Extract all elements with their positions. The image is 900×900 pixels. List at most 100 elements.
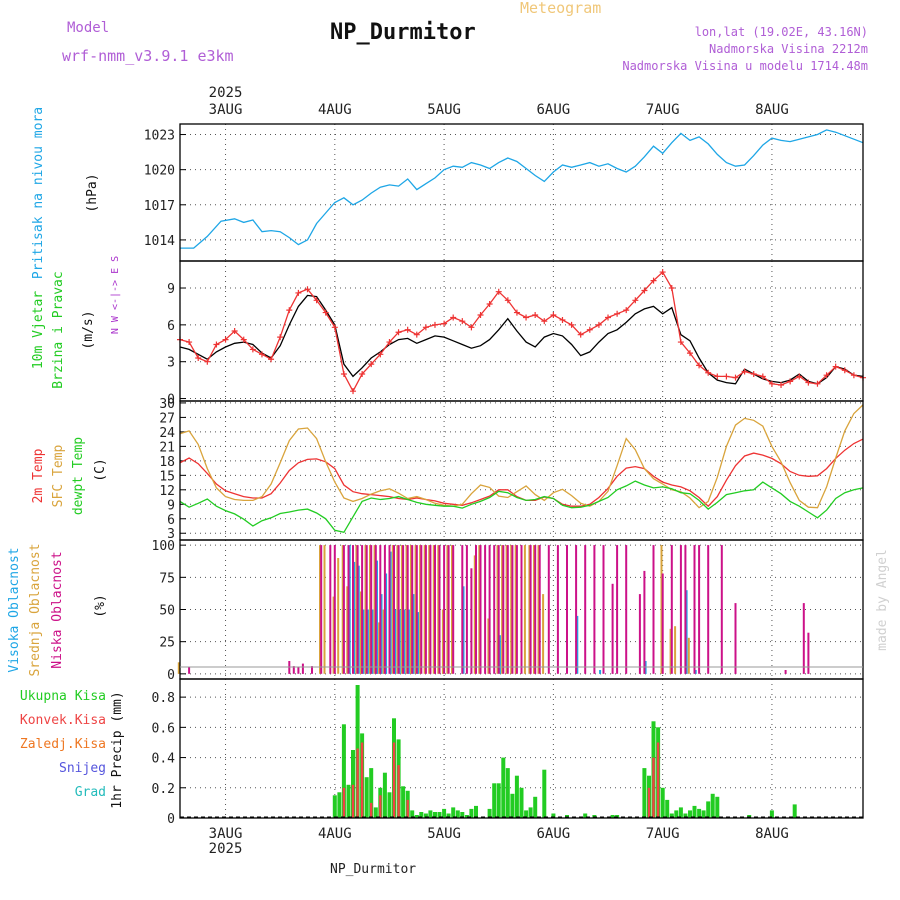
precip-total_precip-bar xyxy=(433,812,437,818)
precip-legend-item: Ukupna Kisa xyxy=(20,689,106,704)
clouds-low_cloud-bar xyxy=(397,545,400,674)
gust-marker xyxy=(359,370,366,377)
precip-legend-item: Snijeg xyxy=(59,761,106,776)
gust-marker xyxy=(641,287,648,294)
clouds-mid_cloud-bar xyxy=(364,545,367,674)
clouds-mid_cloud-bar xyxy=(510,545,513,674)
precip-total_precip-bar xyxy=(701,810,706,818)
clouds-low_cloud-bar xyxy=(429,545,432,674)
clouds-low_cloud-bar xyxy=(670,545,673,674)
gust-marker xyxy=(286,307,293,314)
clouds-high_cloud-bar xyxy=(398,609,401,674)
clouds-mid_cloud-bar xyxy=(373,545,376,674)
clouds-low_cloud-bar xyxy=(547,545,550,674)
precip-legend-item: Grad xyxy=(75,785,106,800)
clouds-low_cloud-bar xyxy=(520,545,523,674)
gust-marker xyxy=(759,373,766,380)
year-label-bottom: 2025 xyxy=(209,841,243,857)
clouds-mid_cloud-bar xyxy=(414,545,417,674)
day-label-bottom: 5AUG xyxy=(427,826,461,842)
clouds-low_cloud-bar xyxy=(575,545,578,674)
clouds-low_cloud-bar xyxy=(529,545,532,674)
precip-panel: 0 0.2 0.4 0.6 0.8 xyxy=(152,678,864,827)
temperature-temp2m-line xyxy=(179,438,864,508)
clouds-mid_cloud-bar xyxy=(674,626,677,674)
clouds-low_cloud-bar xyxy=(684,545,687,674)
gust-marker xyxy=(441,320,448,327)
precip-total_precip-bar xyxy=(669,813,674,818)
clouds-low_cloud-bar xyxy=(556,545,559,674)
clouds-high_cloud-bar xyxy=(353,561,356,674)
precip-conv_precip-bar xyxy=(356,748,359,818)
gust-marker xyxy=(559,316,566,323)
precip-total_precip-bar xyxy=(419,812,424,818)
y-tick-label: 50 xyxy=(159,604,175,619)
gust-marker xyxy=(431,321,438,328)
precip-total_precip-bar xyxy=(382,772,387,818)
gust-marker xyxy=(814,380,821,387)
clouds-mid_cloud-bar xyxy=(505,545,508,674)
day-label-top: 5AUG xyxy=(427,102,461,118)
clouds-high_cloud-bar xyxy=(394,609,397,674)
clouds-low_cloud-bar xyxy=(602,545,605,674)
y-tick-label: 27 xyxy=(159,411,175,426)
clouds-high_cloud-bar xyxy=(380,594,383,674)
gust-marker xyxy=(459,318,466,325)
clouds-low_cloud-bar xyxy=(643,570,646,674)
precip-total_precip-bar xyxy=(514,775,519,818)
day-label-bottom: 7AUG xyxy=(646,826,680,842)
clouds-low_cloud-bar xyxy=(443,545,446,674)
coordinates: lon,lat (19.02E, 43.16N) xyxy=(694,25,868,39)
gust-marker xyxy=(322,309,329,316)
gust-marker xyxy=(213,341,220,348)
gust-marker xyxy=(195,355,202,362)
y-tick-label: 0.6 xyxy=(152,721,175,736)
precip-total_precip-bar xyxy=(665,799,670,818)
clouds-low_cloud-bar xyxy=(638,594,641,674)
clouds-low_cloud-bar xyxy=(616,545,619,674)
gust-marker xyxy=(750,370,757,377)
clouds-mid_cloud-bar xyxy=(687,637,690,674)
clouds-mid_cloud-bar xyxy=(660,545,663,674)
clouds-low_cloud-bar xyxy=(493,545,496,674)
gust-marker xyxy=(422,324,429,331)
clouds-high_cloud-bar xyxy=(462,586,465,674)
clouds-low_cloud-bar xyxy=(465,545,468,674)
precip-conv_precip-bar xyxy=(392,742,396,818)
gust-marker xyxy=(796,373,803,380)
precip-total_precip-bar xyxy=(496,783,501,819)
clouds-low_cloud-bar xyxy=(406,545,409,674)
precip-total_precip-bar xyxy=(524,810,529,818)
gust-marker xyxy=(350,388,357,395)
precip-total_precip-bar xyxy=(364,777,369,818)
day-label-bottom: 6AUG xyxy=(537,826,571,842)
y-tick-label: 15 xyxy=(159,469,175,484)
clouds-mid_cloud-bar xyxy=(396,545,399,674)
day-label-top: 4AUG xyxy=(318,102,352,118)
precip-total_precip-bar xyxy=(610,815,615,818)
clouds-mid_cloud-bar xyxy=(378,622,381,674)
precip-total_precip-bar xyxy=(792,804,797,818)
y-tick-label: 30 xyxy=(159,397,175,412)
clouds-high_cloud-bar xyxy=(362,609,365,674)
y-tick-label: 100 xyxy=(152,539,175,554)
wind-axis-title-1: 10m Vjetar xyxy=(31,291,46,369)
precip-total_precip-bar xyxy=(469,808,474,818)
clouds-low_cloud-bar xyxy=(333,545,336,674)
precip-total_precip-bar xyxy=(688,810,692,818)
precip-total_precip-bar xyxy=(446,813,451,818)
precip-total_precip-bar xyxy=(369,768,374,818)
clouds-mid_cloud-bar xyxy=(446,545,449,674)
clouds-low_cloud-bar xyxy=(393,545,395,674)
clouds-high_cloud-bar xyxy=(366,609,369,674)
clouds-high_cloud-bar xyxy=(389,551,392,674)
wind-wind_speed-line xyxy=(179,294,864,385)
clouds-low_cloud-bar xyxy=(329,545,332,674)
clouds-mid_cloud-bar xyxy=(533,545,535,674)
clouds-low_cloud-bar xyxy=(784,670,787,674)
precip-total_precip-bar xyxy=(410,810,415,818)
temp2m-axis-title: 2m Temp xyxy=(31,448,46,503)
precip-total_precip-bar xyxy=(706,801,711,818)
gust-marker xyxy=(832,363,839,370)
